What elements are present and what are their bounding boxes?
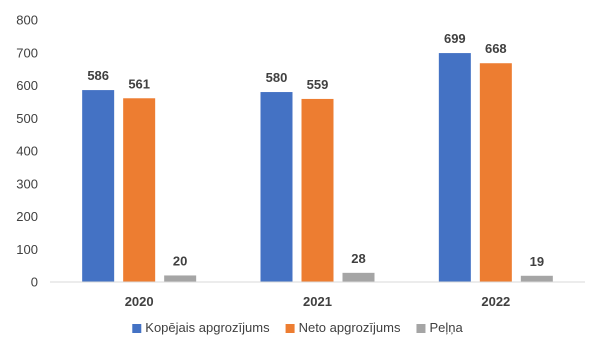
y-tick-label: 400 [16,144,38,159]
data-label: 699 [444,31,466,46]
data-label: 28 [351,251,365,266]
x-tick-label: 2020 [125,294,154,309]
legend: Kopējais apgrozījums Neto apgrozījums Peļņ… [132,320,463,335]
x-tick-label: 2022 [481,294,510,309]
data-labels: 586 561 20 580 559 28 699 668 19 [87,31,544,269]
data-label: 586 [87,68,109,83]
y-tick-label: 300 [16,176,38,191]
legend-swatch [416,324,426,333]
bar [520,275,553,282]
bar [342,272,375,282]
y-tick-label: 500 [16,111,38,126]
bars [82,53,553,283]
bar [82,90,115,283]
data-label: 19 [530,254,544,269]
y-tick-label: 0 [31,275,38,290]
bar [479,63,512,283]
data-label: 559 [307,77,329,92]
bar [123,98,156,283]
x-axis: 2020 2021 2022 [125,294,511,309]
y-tick-label: 700 [16,45,38,60]
y-axis: 0 100 200 300 400 500 600 700 800 [16,13,38,290]
data-label: 20 [173,253,187,268]
y-tick-label: 800 [16,13,38,28]
y-tick-label: 100 [16,242,38,257]
legend-label: Kopējais apgrozījums [145,320,270,335]
bar [438,53,471,282]
data-label: 580 [266,70,288,85]
legend-label: Neto apgrozījums [299,320,401,335]
y-tick-label: 200 [16,209,38,224]
bar [260,92,293,282]
legend-swatch [132,324,142,333]
data-label: 668 [485,41,507,56]
x-tick-label: 2021 [303,294,332,309]
legend-swatch [285,324,295,333]
legend-item: Peļņa [416,320,463,335]
legend-label: Peļņa [429,320,463,335]
data-label: 561 [128,76,150,91]
legend-item: Neto apgrozījums [285,320,401,335]
y-tick-label: 600 [16,78,38,93]
bar [301,98,334,283]
bar [164,275,197,282]
legend-item: Kopējais apgrozījums [132,320,270,335]
